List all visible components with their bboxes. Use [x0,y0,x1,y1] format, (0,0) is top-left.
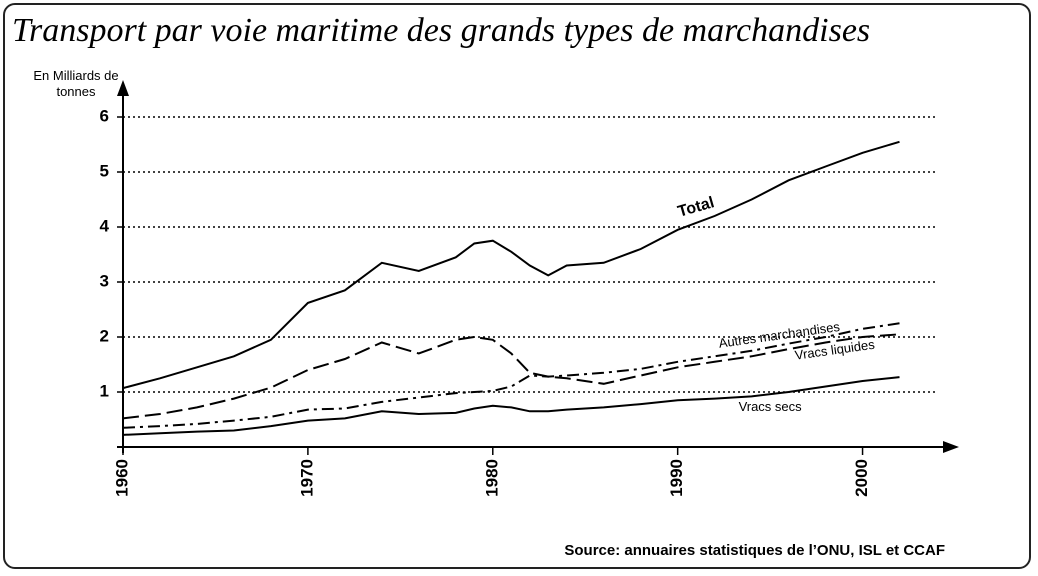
frame [3,3,1031,569]
y-axis-arrow [117,80,129,96]
x-tick-label: 1980 [482,459,501,497]
x-tick-label: 1970 [297,459,316,497]
series-line [122,322,900,429]
series-label: Vracs liquides [794,337,876,363]
series-label: Vracs secs [739,399,803,414]
x-tick-label: 1990 [667,459,686,497]
x-axis-arrow [943,441,959,453]
source: Source: annuaires statistiques de l’ONU,… [564,542,945,559]
chart-title: Transport par voie maritime des grands t… [12,12,870,49]
y-tick-label: 5 [100,161,109,180]
y-tick-label: 2 [100,326,109,345]
y-tick-label: 3 [100,271,109,290]
series-line [122,376,900,436]
y-tick-label: 1 [100,381,109,400]
series-line [122,333,900,420]
y-tick-label: 6 [100,106,109,125]
x-tick-label: 2000 [852,459,871,497]
y-tick-label: 4 [100,216,110,235]
x-tick-label: 1960 [112,459,131,497]
y-axis-label: En Milliards de tonnes [33,68,119,99]
series-line [122,140,900,390]
